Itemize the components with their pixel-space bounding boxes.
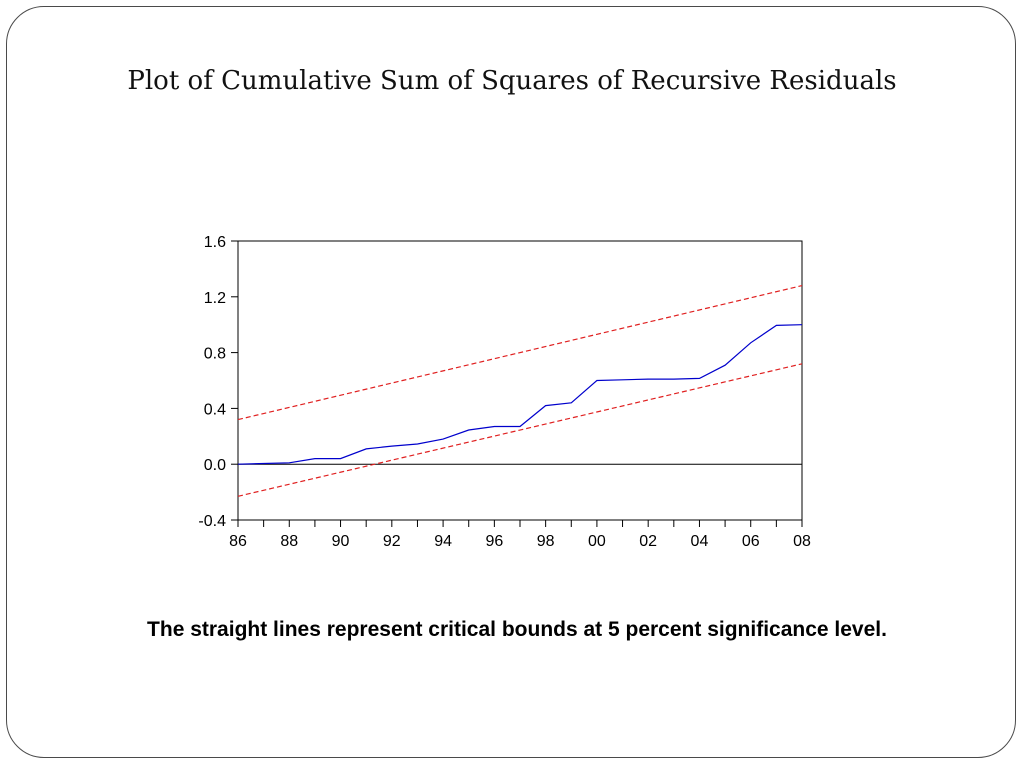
caption: The straight lines represent critical bo… [147, 618, 887, 641]
x-tick-label: 08 [793, 533, 811, 550]
y-tick-label: 0.0 [204, 457, 226, 474]
x-tick-label: 86 [229, 533, 247, 550]
x-tick-label: 06 [742, 533, 760, 550]
y-tick-label: -0.4 [198, 513, 226, 530]
plot-frame [237, 240, 803, 521]
slide-title: Plot of Cumulative Sum of Squares of Rec… [127, 66, 897, 96]
x-tick-label: 96 [485, 533, 503, 550]
cusum-squares-line [237, 324, 803, 465]
x-tick-label: 04 [691, 533, 709, 550]
x-tick-label: 92 [383, 533, 401, 550]
y-tick-label: 0.8 [204, 346, 226, 363]
y-tick-label: 1.2 [204, 290, 226, 307]
upper-bound-line [237, 285, 803, 421]
lower-bound-line [237, 363, 803, 497]
slide-frame [6, 6, 1016, 758]
x-tick-label: 94 [434, 533, 452, 550]
y-tick-label: 0.4 [204, 401, 226, 418]
x-tick-label: 98 [537, 533, 555, 550]
y-tick-label: 1.6 [204, 234, 226, 251]
x-tick-label: 00 [588, 533, 606, 550]
x-tick-label: 90 [332, 533, 350, 550]
x-tick-label: 88 [280, 533, 298, 550]
x-tick-label: 02 [639, 533, 657, 550]
